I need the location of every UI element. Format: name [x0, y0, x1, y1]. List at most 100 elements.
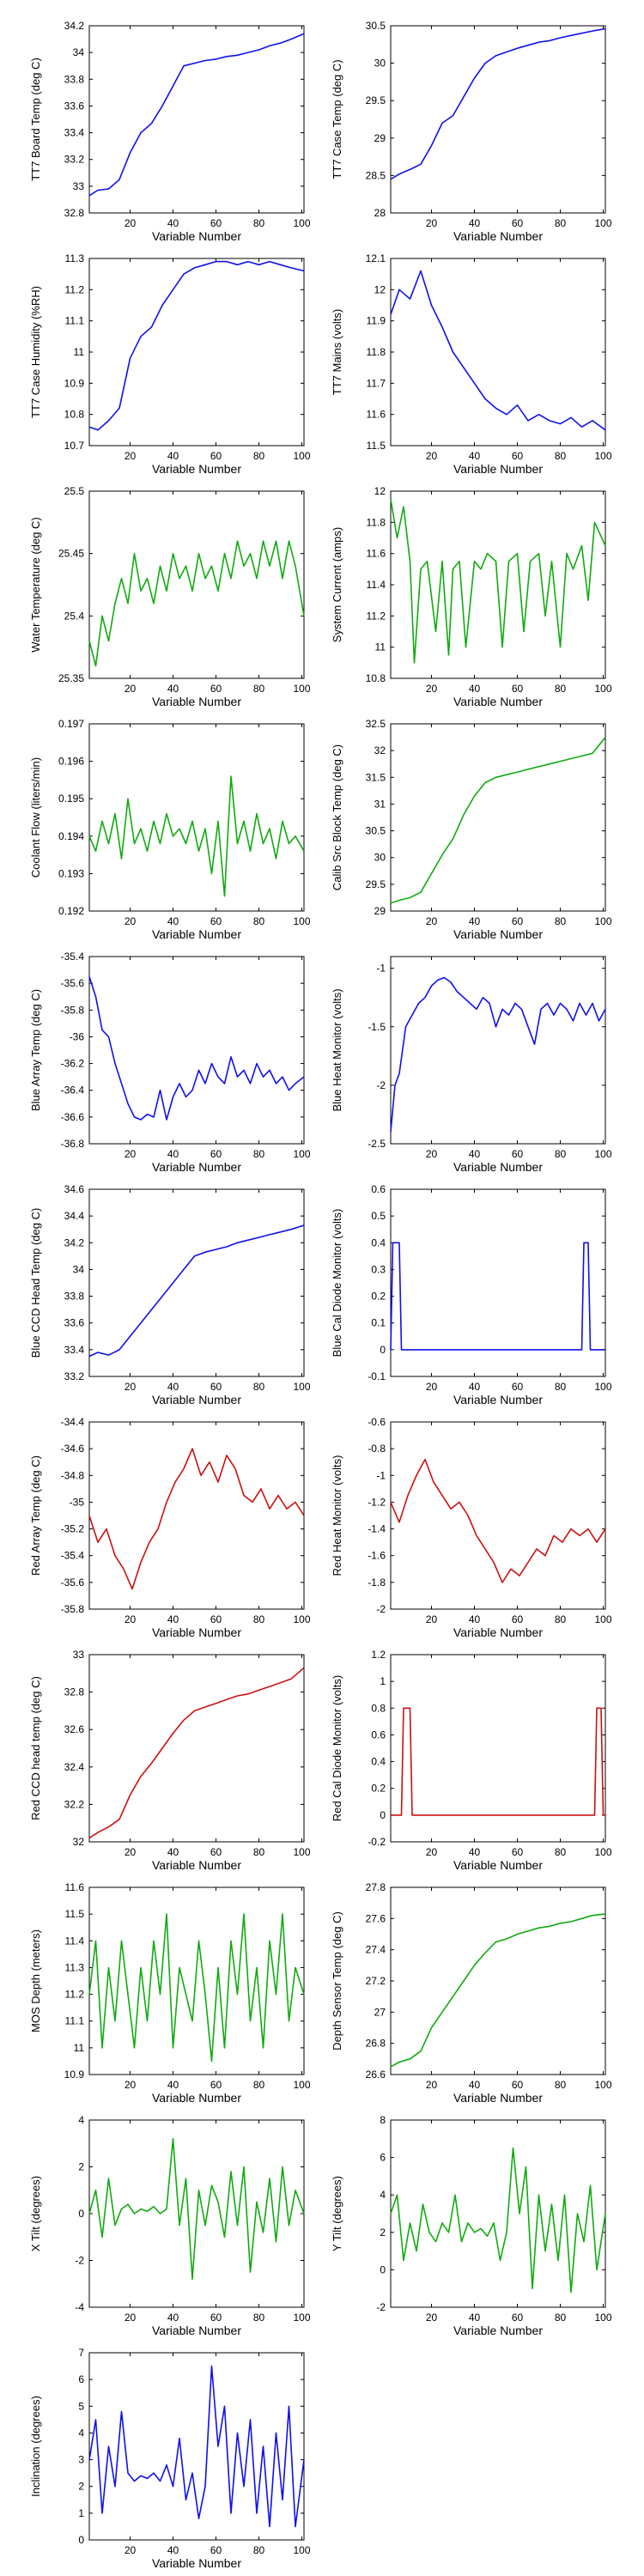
y-tick-label: 0: [380, 2263, 386, 2275]
y-tick-label: -1: [376, 963, 386, 975]
y-tick-label: -35.4: [61, 1550, 85, 1562]
x-tick-label: 40: [469, 217, 481, 229]
chart-panel-12: -0.1 0 0.1 0.2 0.3 0.4 0.5 0.6 20 40 60 80 100 Variab…: [331, 1183, 612, 1406]
y-tick-label: 0.1: [371, 1317, 386, 1329]
y-tick-label: 27.4: [366, 1944, 386, 1956]
y-tick-label: 12.1: [366, 252, 386, 264]
x-tick-label: 20: [125, 1148, 137, 1160]
y-tick-label: -35.8: [61, 1603, 85, 1615]
y-tick-label: 0.4: [371, 1236, 386, 1249]
x-tick-label: 60: [512, 915, 524, 927]
chart-panel-1: 32.8 33 33.2 33.4 33.6 33.8 34 34.2 20 40 60 80 100 V…: [29, 20, 311, 243]
y-tick-label: -35.6: [61, 977, 85, 989]
y-tick-label: 11.4: [367, 579, 386, 591]
y-tick-label: 0.196: [58, 756, 84, 768]
chart-panel-14: -2 -1.8 -1.6 -1.4 -1.2 -1 -0.8 -0.6 20 40 60 80 100 V…: [331, 1416, 612, 1639]
y-tick-label: -35.8: [61, 1004, 85, 1016]
x-tick-label: 20: [426, 1613, 438, 1625]
x-tick-label: 60: [210, 217, 222, 229]
y-tick-label: 12: [374, 485, 386, 497]
y-tick-label: 11.2: [367, 610, 386, 622]
x-tick-label: 60: [210, 1613, 222, 1625]
y-tick-label: 30.5: [366, 20, 386, 32]
x-axis-label: Variable Number: [152, 2091, 241, 2105]
x-tick-label: 80: [555, 915, 567, 927]
y-tick-label: -4: [75, 2301, 84, 2313]
x-tick-label: 20: [426, 450, 438, 462]
y-axis-label: Coolant Flow (liters/min): [29, 757, 42, 878]
y-tick-label: 0: [78, 2208, 84, 2220]
chart-panel-13: -35.8 -35.6 -35.4 -35.2 -35 -34.8 -34.6 -34.4 20…: [29, 1416, 311, 1639]
series-line: [390, 976, 606, 1133]
series-line: [88, 540, 305, 667]
plot-area: [88, 1188, 305, 1377]
plot-area: [88, 1886, 305, 2075]
x-tick-label: 60: [512, 1381, 524, 1393]
x-tick-label: 20: [426, 2079, 438, 2091]
y-tick-label: 33.6: [64, 1317, 85, 1329]
y-tick-label: 11.6: [367, 548, 386, 560]
y-tick-label: 34.6: [64, 1183, 85, 1195]
plot-area: [88, 956, 305, 1145]
series-line: [88, 976, 305, 1121]
y-tick-label: 6: [380, 2152, 386, 2164]
y-tick-label: 11.2: [65, 1989, 85, 2001]
y-tick-label: 2: [78, 2161, 84, 2173]
x-tick-label: 80: [253, 217, 265, 229]
series-line: [390, 498, 606, 664]
y-tick-label: -2: [376, 1079, 386, 1091]
y-tick-label: 0: [78, 2534, 84, 2546]
y-axis-label: Water Temperature (deg C): [29, 517, 42, 653]
y-axis-label: TT7 Mains (volts): [331, 309, 343, 395]
x-tick-label: 20: [426, 683, 438, 695]
plot-area: [390, 25, 606, 214]
x-tick-label: 60: [210, 1148, 222, 1160]
x-tick-label: 60: [512, 1846, 524, 1858]
y-tick-label: 0: [380, 1809, 386, 1821]
x-axis-label: Variable Number: [453, 695, 543, 708]
series-line: [88, 2138, 305, 2281]
x-axis-label: Variable Number: [152, 1393, 241, 1406]
y-tick-label: 27.2: [366, 1975, 386, 1987]
x-tick-label: 40: [469, 683, 481, 695]
y-tick-label: 25.35: [58, 672, 84, 684]
chart-panel-17: 10.9 11 11.1 11.2 11.3 11.4 11.5 11.6 20 40 60 80 10…: [29, 1881, 311, 2105]
x-tick-label: 80: [253, 450, 265, 462]
y-tick-label: 29: [374, 905, 386, 917]
y-tick-label: 11.1: [65, 315, 85, 327]
y-tick-label: 33.4: [64, 127, 85, 139]
y-axis-label: Red Cal Diode Monitor (volts): [331, 1675, 343, 1822]
plot-area: [390, 1188, 606, 1377]
plot-area: [88, 258, 305, 447]
y-axis-label: Red Heat Monitor (volts): [331, 1455, 343, 1577]
x-tick-label: 100: [293, 683, 310, 695]
x-tick-label: 20: [426, 915, 438, 927]
plot-area: [390, 2119, 606, 2308]
x-tick-label: 80: [555, 1846, 567, 1858]
y-tick-label: 0.192: [58, 905, 84, 917]
series-line: [88, 1667, 305, 1839]
x-tick-label: 40: [167, 2079, 179, 2091]
chart-panel-11: 33.2 33.4 33.6 33.8 34 34.2 34.4 34.6 20 40 60 80 10…: [29, 1183, 311, 1406]
y-tick-label: 28.5: [366, 169, 386, 181]
y-axis-label: MOS Depth (meters): [29, 1929, 42, 2032]
y-tick-label: 31.5: [366, 771, 386, 783]
y-tick-label: 25.5: [64, 485, 85, 497]
x-tick-label: 20: [125, 1613, 137, 1625]
x-tick-label: 40: [167, 683, 179, 695]
y-axis-label: Red CCD head temp (deg C): [29, 1676, 42, 1820]
x-tick-label: 80: [555, 1381, 567, 1393]
chart-panel-19: -4 -2 0 2 4 20 40 60 80 100 Variable Number X Tilt …: [29, 2114, 311, 2337]
y-tick-label: 32: [73, 1836, 85, 1848]
x-tick-label: 100: [293, 1148, 310, 1160]
series-line: [391, 1707, 605, 1816]
x-axis-label: Variable Number: [453, 2091, 543, 2105]
x-axis-label: Variable Number: [152, 462, 241, 476]
x-axis-label: Variable Number: [152, 229, 241, 243]
y-tick-label: 0.197: [58, 718, 84, 730]
series-line: [390, 737, 606, 904]
y-tick-label: 33.4: [64, 1344, 85, 1356]
series-line: [390, 270, 606, 431]
x-axis-label: Variable Number: [152, 2556, 241, 2570]
